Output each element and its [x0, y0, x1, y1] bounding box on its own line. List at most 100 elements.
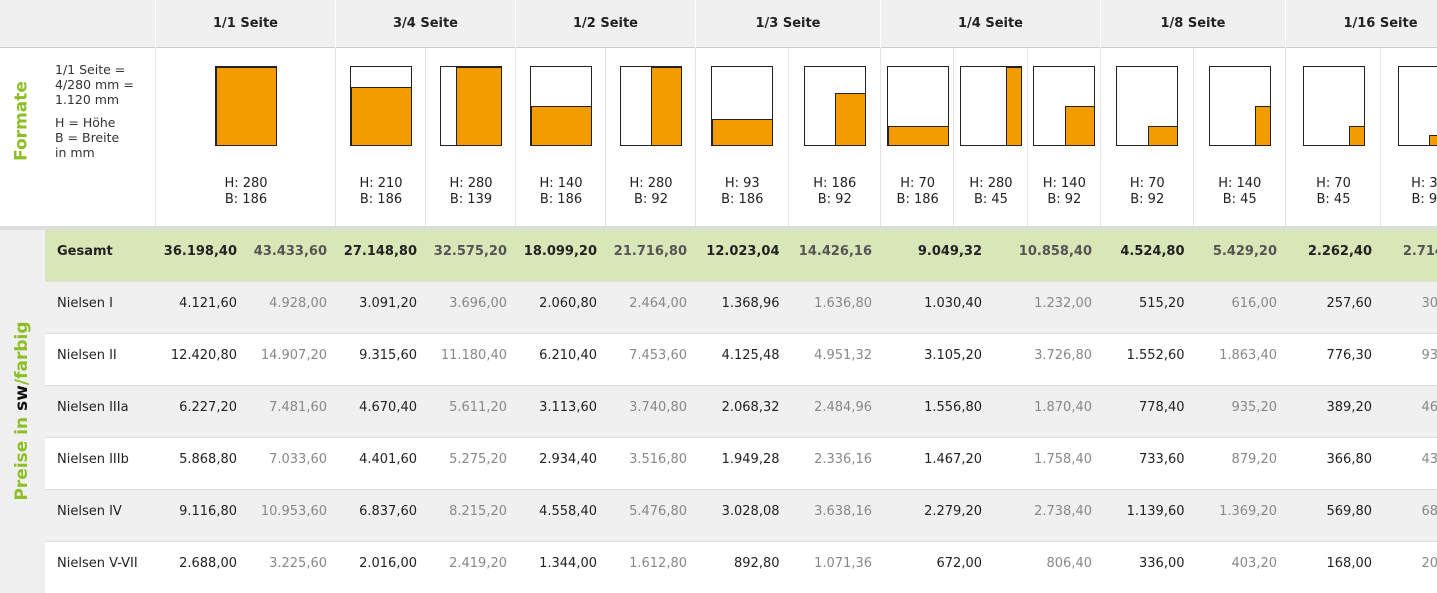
price-cell: 672,00: [936, 556, 983, 571]
group-title: 3/4 Seite: [335, 0, 515, 48]
price-cell: 18.099,20: [523, 244, 597, 259]
row-label: Nielsen V-VII: [57, 556, 138, 571]
price-cell: 9.049,32: [917, 244, 982, 259]
price-cell: 931,70: [1421, 348, 1437, 363]
price-cell: 14.907,20: [260, 348, 327, 363]
price-cell: 4.121,60: [179, 296, 237, 311]
price-cell: 2.068,32: [721, 400, 780, 415]
format-icon: [620, 66, 682, 146]
price-cell: 806,40: [1046, 556, 1093, 571]
format-icon: [1033, 66, 1096, 146]
price-cell: 3.516,80: [629, 452, 687, 467]
price-cell: 43.433,60: [253, 244, 327, 259]
format-icon: [440, 66, 502, 146]
note-line: 1.120 mm: [55, 92, 120, 107]
price-cell: 733,60: [1139, 452, 1185, 467]
price-cell: 684,60: [1421, 504, 1437, 519]
price-cell: 1.369,20: [1219, 504, 1277, 519]
format-icon: [803, 66, 866, 146]
note-line: H = Höhe: [55, 115, 116, 130]
price-row: Nielsen I 4.121,60 4.928,00 3.091,20 3.696,0…: [45, 282, 1437, 334]
price-cell: 4.401,60: [359, 452, 417, 467]
format-fill: [1428, 135, 1437, 145]
section-divider: [0, 226, 1437, 230]
group-title: 1/2 Seite: [515, 0, 695, 48]
note-line: B = Breite: [55, 130, 120, 145]
format-width: B: 92: [634, 192, 668, 207]
price-cell: 5.611,20: [449, 400, 507, 415]
price-cell: 12.420,80: [170, 348, 237, 363]
format-fill: [1348, 125, 1364, 145]
price-cell: 1.949,28: [721, 452, 780, 467]
price-row: Nielsen V-VII 2.688,00 3.225,60 2.016,00 2.4…: [45, 542, 1437, 593]
price-cell: 7.453,60: [629, 348, 687, 363]
format-fill: [1255, 106, 1270, 145]
format-width: B: 92: [1047, 192, 1082, 207]
formats-note: 1/1 Seite = 4/280 mm = 1.120 mm H = Höhe B =…: [55, 62, 155, 160]
price-cell: 366,80: [1326, 452, 1373, 467]
format-cell: H: 280 B: 186: [155, 48, 335, 226]
format-height: H: 93: [724, 176, 760, 191]
price-cell: 4.951,32: [814, 348, 872, 363]
format-fill: [835, 93, 865, 145]
price-cell: 257,60: [1326, 296, 1373, 311]
format-width: B: 139: [449, 192, 493, 207]
price-cell: 3.028,08: [721, 504, 780, 519]
prices-label-part: Preise in: [12, 410, 32, 501]
row-label: Nielsen IV: [57, 504, 122, 519]
format-icon: [886, 66, 949, 146]
format-fill: [651, 67, 681, 145]
format-cell: H: 140 B: 45: [1192, 48, 1286, 226]
format-cell: H: 140 B: 92: [1026, 48, 1100, 226]
format-width: B: 186: [896, 192, 939, 207]
note-line: 1/1 Seite =: [55, 62, 126, 77]
format-cell: H: 280 B: 92: [605, 48, 695, 226]
format-cell: H: 186 B: 92: [787, 48, 881, 226]
price-cell: 515,20: [1139, 296, 1185, 311]
price-cell: 2.279,20: [924, 504, 982, 519]
format-icon: [1116, 66, 1179, 146]
format-cell: H: 140 B: 186: [515, 48, 605, 226]
price-cell: 336,00: [1139, 556, 1185, 571]
price-cell: 1.556,80: [924, 400, 982, 415]
price-cell: 4.524,80: [1120, 244, 1185, 259]
price-cell: 10.858,40: [1018, 244, 1092, 259]
price-cell: 168,00: [1326, 556, 1373, 571]
price-cell: 3.726,80: [1034, 348, 1092, 363]
price-cell: 2.688,00: [179, 556, 237, 571]
format-height: H: 70: [1129, 176, 1165, 191]
price-cell: 6.837,60: [359, 504, 417, 519]
price-cell: 3.696,00: [449, 296, 507, 311]
price-cell: 10.953,60: [260, 504, 327, 519]
format-fill: [351, 86, 411, 145]
format-cell: H: 70 B: 92: [1100, 48, 1193, 226]
format-height: H: 70: [900, 176, 936, 191]
price-cell: 935,20: [1231, 400, 1278, 415]
price-cell: 5.429,20: [1212, 244, 1277, 259]
price-cell: 2.336,16: [814, 452, 872, 467]
format-width: B: 186: [359, 192, 403, 207]
format-fill: [216, 67, 276, 145]
format-height: H: 280: [969, 176, 1013, 191]
price-cell: 8.215,20: [449, 504, 507, 519]
price-cell: 2.484,96: [814, 400, 872, 415]
price-row: Nielsen IIIb 5.868,80 7.033,60 4.401,60 5.27…: [45, 438, 1437, 490]
format-width: B: 186: [721, 192, 764, 207]
format-icon: [1397, 66, 1437, 146]
format-fill: [1147, 125, 1178, 145]
price-cell: 36.198,40: [163, 244, 237, 259]
price-cell: 3.638,16: [814, 504, 872, 519]
row-label: Nielsen II: [57, 348, 117, 363]
prices-label-part: sw: [12, 385, 32, 411]
format-icon: [530, 66, 592, 146]
price-cell: 6.210,40: [539, 348, 597, 363]
price-cell: 4.928,00: [269, 296, 327, 311]
price-cell: 1.467,20: [924, 452, 982, 467]
format-height: H: 140: [1218, 176, 1262, 191]
price-cell: 3.113,60: [539, 400, 597, 415]
prices-side: [0, 230, 45, 593]
price-cell: 403,20: [1231, 556, 1278, 571]
group-title: 1/4 Seite: [880, 0, 1100, 48]
row-label: Nielsen IIIa: [57, 400, 129, 415]
